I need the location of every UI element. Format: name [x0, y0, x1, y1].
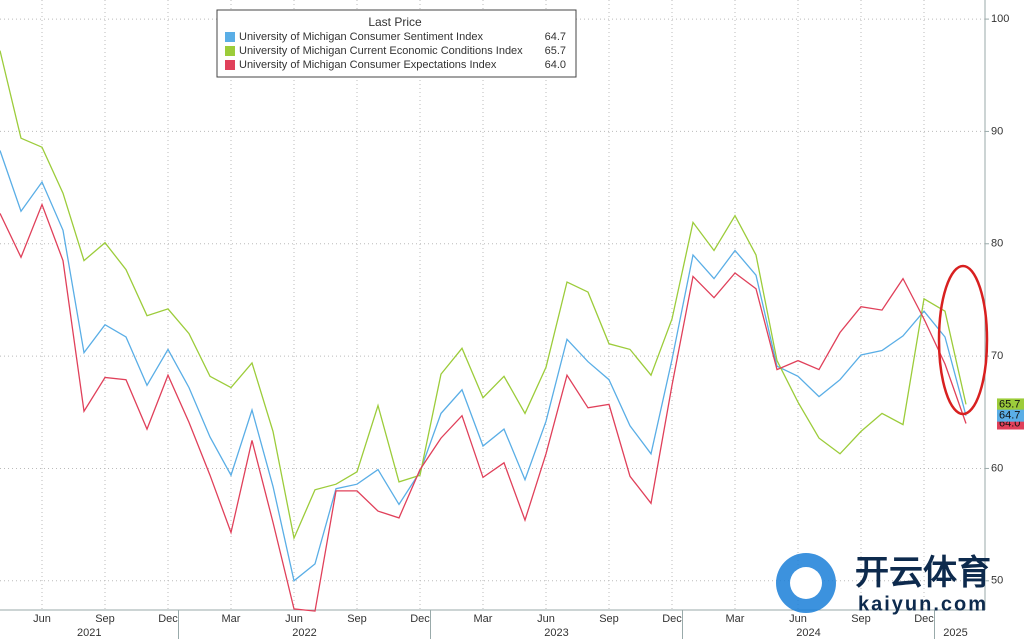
year-label: 2023 — [544, 627, 568, 639]
highlight-ellipse — [937, 264, 989, 416]
series-line — [0, 50, 967, 541]
series-line — [0, 150, 967, 582]
y-tick-label: 60 — [991, 462, 1003, 474]
legend-value: 65.7 — [545, 45, 566, 57]
year-label: 2024 — [796, 627, 820, 639]
y-tick-label: 100 — [991, 13, 1009, 25]
legend-value: 64.0 — [545, 59, 566, 71]
last-price-tag-label: 65.7 — [999, 398, 1020, 410]
year-label: 2021 — [77, 627, 101, 639]
last-price-tag — [997, 398, 1024, 411]
x-tick-label: Sep — [599, 613, 619, 625]
watermark-brand: 开云体育 — [855, 554, 991, 592]
x-tick-label: Mar — [222, 613, 241, 625]
x-tick-label: Jun — [33, 613, 51, 625]
last-price-tag-label: 64.7 — [999, 410, 1020, 422]
x-tick-label: Jun — [285, 613, 303, 625]
legend-label: University of Michigan Consumer Sentimen… — [239, 31, 483, 43]
x-tick-label: Mar — [474, 613, 493, 625]
x-tick-label: Sep — [95, 613, 115, 625]
legend-box — [216, 9, 577, 78]
year-label: 2022 — [292, 627, 316, 639]
x-tick-label: Dec — [914, 613, 934, 625]
x-tick-label: Dec — [158, 613, 178, 625]
legend-title: Last Price — [368, 15, 422, 29]
year-label: 2025 — [943, 627, 967, 639]
legend-value: 64.7 — [545, 31, 566, 43]
x-tick-label: Sep — [347, 613, 367, 625]
legend: Last Price University of Michigan Consum… — [216, 9, 577, 78]
x-tick-label: Sep — [851, 613, 871, 625]
watermark-ball — [790, 567, 822, 599]
y-tick-label: 70 — [991, 350, 1003, 362]
legend-swatch — [225, 32, 235, 42]
x-tick-label: Jun — [789, 613, 807, 625]
legend-label: University of Michigan Current Economic … — [239, 45, 523, 57]
x-tick-label: Dec — [410, 613, 430, 625]
legend-label: University of Michigan Consumer Expectat… — [239, 59, 497, 71]
legend-swatch — [225, 60, 235, 70]
series-line — [0, 202, 967, 612]
x-tick-label: Mar — [726, 613, 745, 625]
y-tick-label: 80 — [991, 238, 1003, 250]
lines — [0, 50, 967, 612]
legend-swatch — [225, 46, 235, 56]
watermark-url: kaiyun.com — [858, 593, 988, 615]
x-tick-label: Jun — [537, 613, 555, 625]
last-price-tag — [997, 409, 1024, 422]
y-tick-label: 50 — [991, 575, 1003, 587]
watermark: 开云体育 kaiyun.com — [776, 553, 991, 615]
x-tick-label: Dec — [662, 613, 682, 625]
y-tick-label: 90 — [991, 125, 1003, 137]
